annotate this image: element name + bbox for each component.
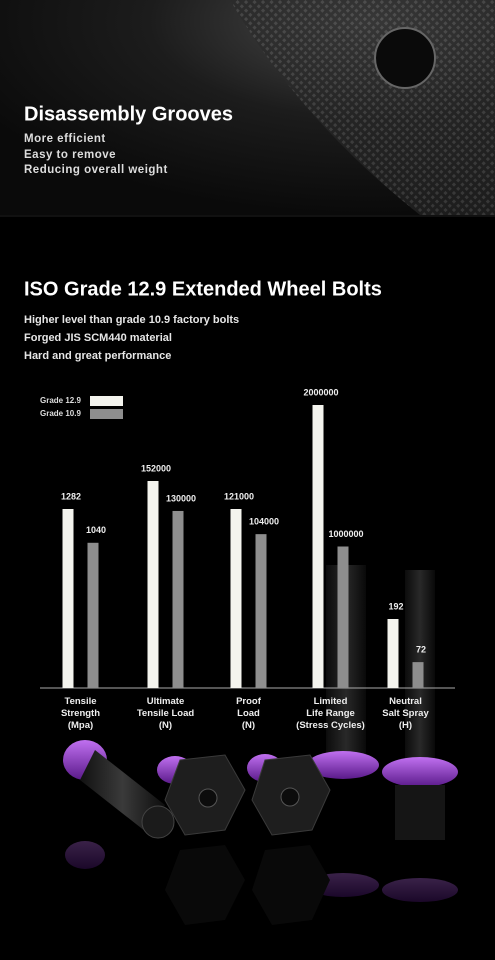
x-tick-label: Ultimate Tensile Load (N): [136, 696, 195, 731]
section-title: ISO Grade 12.9 Extended Wheel Bolts: [24, 278, 382, 300]
bar: [147, 481, 159, 688]
hero-line: More efficient: [24, 133, 106, 145]
bar: [62, 509, 74, 688]
section-line: Forged JIS SCM440 material: [24, 332, 172, 344]
x-tick-label: Neutral Salt Spray (H): [382, 696, 429, 731]
value-label: 152000: [141, 463, 171, 473]
legend-swatch: [90, 409, 123, 419]
hero-title: Disassembly Grooves: [24, 103, 233, 125]
section-line: Higher level than grade 10.9 factory bol…: [24, 314, 239, 326]
x-tick-label: Limited Life Range (Stress Cycles): [296, 696, 365, 731]
bar: [230, 509, 242, 688]
bar: [337, 546, 349, 688]
groove-hole: [374, 27, 436, 89]
legend-label: Grade 10.9: [40, 409, 81, 418]
hero-line: Reducing overall weight: [24, 164, 168, 176]
x-tick-label: Proof Load (N): [236, 696, 261, 731]
value-label: 130000: [166, 493, 196, 503]
bar: [172, 510, 184, 688]
bolt-photo: [63, 565, 458, 925]
legend-label: Grade 12.9: [40, 396, 81, 405]
bar: [255, 534, 267, 688]
value-label: 121000: [224, 491, 254, 501]
bar: [312, 405, 324, 688]
value-label: 104000: [249, 517, 279, 527]
value-label: 2000000: [303, 387, 338, 397]
bar: [412, 662, 424, 688]
value-label: 1000000: [328, 529, 363, 539]
value-label: 1282: [61, 491, 81, 501]
value-label: 1040: [86, 525, 106, 535]
bar: [87, 542, 99, 688]
x-tick-label: Tensile Strength (Mpa): [60, 696, 101, 731]
hero-line: Easy to remove: [24, 149, 116, 161]
value-label: 72: [416, 645, 426, 655]
bar: [387, 619, 399, 688]
legend-swatch: [90, 396, 123, 406]
section-line: Hard and great performance: [24, 350, 171, 362]
value-label: 192: [388, 601, 403, 611]
